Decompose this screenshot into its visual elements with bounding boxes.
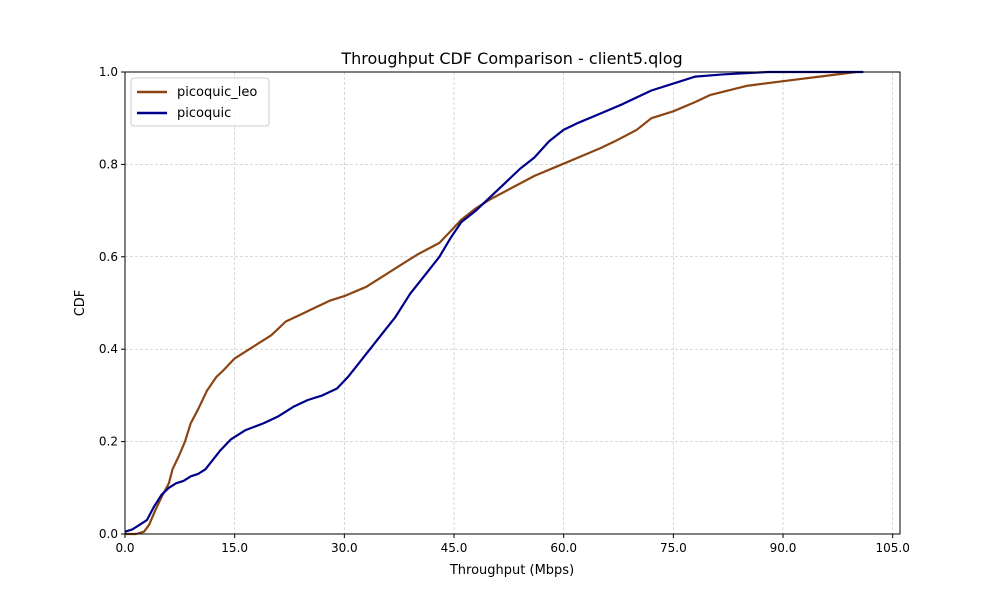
- legend-label-picoquic-leo: picoquic_leo: [177, 85, 257, 100]
- y-tick-label: 0.0: [99, 527, 118, 541]
- x-tick-label: 45.0: [441, 541, 468, 555]
- y-tick-label: 0.8: [99, 157, 118, 171]
- series-line-picoquic-leo: [125, 70, 857, 536]
- x-tick-label: 75.0: [660, 541, 687, 555]
- y-tick-label: 0.4: [99, 342, 118, 356]
- x-tick-label: 60.0: [550, 541, 577, 555]
- x-tick-label: 90.0: [770, 541, 797, 555]
- chart-title: Throughput CDF Comparison - client5.qlog: [340, 49, 682, 68]
- x-tick-label: 0.0: [115, 541, 134, 555]
- x-tick-label: 30.0: [331, 541, 358, 555]
- x-tick-label: 105.0: [876, 541, 910, 555]
- series-line-picoquic: [124, 70, 864, 533]
- y-tick-label: 0.6: [99, 250, 118, 264]
- y-tick-label: 0.2: [99, 435, 118, 449]
- series-lines: [124, 70, 864, 536]
- plot-frame: [124, 71, 901, 535]
- x-axis-label: Throughput (Mbps): [449, 563, 574, 578]
- x-axis-ticks: 0.0 15.0 30.0 45.0 60.0 75.0 90.0 105.0: [115, 534, 910, 555]
- y-tick-label: 1.0: [99, 65, 118, 79]
- y-axis-label: CDF: [73, 290, 88, 317]
- y-axis-ticks: 0.0 0.2 0.4 0.6 0.8 1.0: [99, 65, 125, 541]
- legend-label-picoquic: picoquic: [177, 106, 231, 121]
- legend: picoquic_leo picoquic: [130, 77, 270, 127]
- x-tick-label: 15.0: [221, 541, 248, 555]
